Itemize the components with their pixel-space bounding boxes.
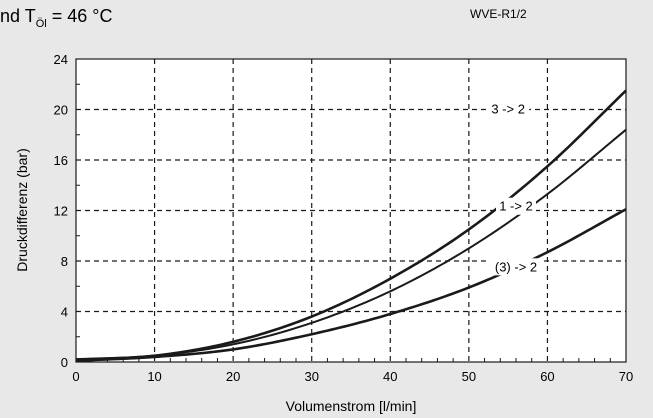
x-tick-label: 50 — [462, 369, 476, 384]
y-tick-label: 20 — [54, 103, 68, 118]
y-tick-label: 24 — [54, 52, 68, 67]
x-tick-label: 10 — [147, 369, 161, 384]
series-label-background — [496, 197, 536, 215]
x-tick-label: 30 — [304, 369, 318, 384]
y-tick-label: 16 — [54, 153, 68, 168]
series-label: 1 -> 2 — [499, 199, 533, 214]
chart-title-rest: = 46 °C — [47, 6, 113, 26]
series-label-background — [490, 258, 542, 276]
x-tick-label: 40 — [383, 369, 397, 384]
y-tick-label: 0 — [61, 355, 68, 370]
chart-title: nd TÖl = 46 °C — [0, 6, 112, 30]
series-label: (3) -> 2 — [495, 259, 537, 274]
model-label: WVE-R1/2 — [470, 7, 527, 21]
y-tick-label: 4 — [61, 305, 68, 320]
grid-layer — [76, 59, 626, 362]
x-tick-label: 0 — [72, 369, 79, 384]
y-axis-label: Druckdifferenz (bar) — [14, 148, 30, 271]
y-tick-label: 12 — [54, 204, 68, 219]
x-axis-label: Volumenstrom [l/min] — [286, 398, 417, 414]
x-tick-label: 70 — [619, 369, 633, 384]
x-tick-label: 60 — [540, 369, 554, 384]
chart-title-main: nd T — [0, 6, 36, 26]
series-label: 3 -> 2 — [491, 102, 525, 117]
series-label-background — [487, 100, 530, 118]
y-tick-label: 8 — [61, 254, 68, 269]
label-layer: 3 -> 2 1 -> 2 (3) -> 2 — [487, 100, 542, 276]
x-tick-label: 20 — [226, 369, 240, 384]
chart-title-subscript: Öl — [36, 18, 47, 30]
